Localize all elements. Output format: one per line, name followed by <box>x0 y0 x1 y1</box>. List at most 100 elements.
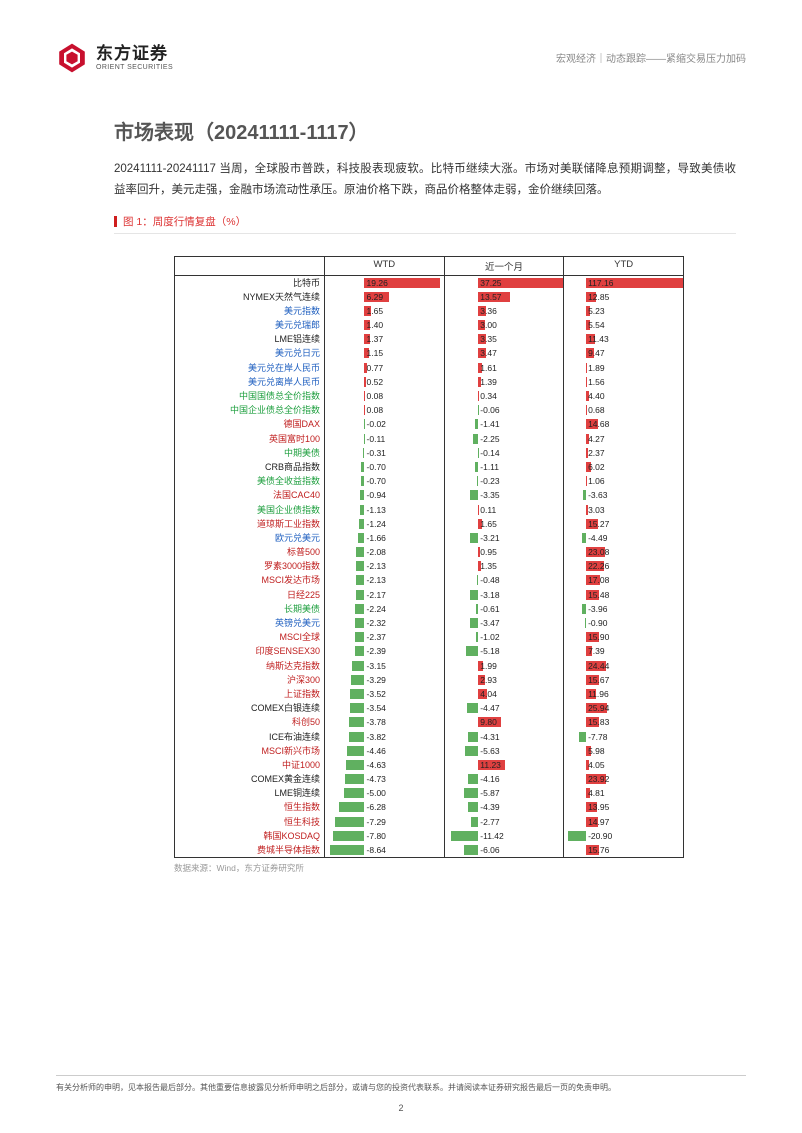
row-cell: -8.64 <box>325 843 445 857</box>
cell-value: 1.40 <box>367 318 384 332</box>
cell-value: 2.37 <box>588 446 605 460</box>
table-row: 道琼斯工业指数-1.241.6515.27 <box>175 517 683 531</box>
table-row: 中国企业债总全价指数0.08-0.060.68 <box>175 403 683 417</box>
logo-cn: 东方证券 <box>96 45 173 64</box>
cell-value: -1.66 <box>367 531 386 545</box>
row-label: 标普500 <box>175 545 325 559</box>
row-cell: -3.82 <box>325 730 445 744</box>
cell-value: -2.32 <box>367 616 386 630</box>
market-performance-table: WTD 近一个月 YTD 比特币19.2637.25117.16NYMEX天然气… <box>174 256 684 875</box>
row-cell: -4.73 <box>325 772 445 786</box>
row-cell: -1.41 <box>445 417 565 431</box>
cell-value: -4.49 <box>588 531 607 545</box>
row-label: MSCI新兴市场 <box>175 744 325 758</box>
table-row: ICE布油连续-3.82-4.31-7.78 <box>175 730 683 744</box>
cell-value: -0.94 <box>367 488 386 502</box>
row-cell: -0.06 <box>445 403 565 417</box>
cell-value: -1.11 <box>480 460 499 474</box>
row-label: MSCI发达市场 <box>175 573 325 587</box>
table-row: 美债全收益指数-0.70-0.231.06 <box>175 474 683 488</box>
row-cell: -4.46 <box>325 744 445 758</box>
row-label: 恒生科技 <box>175 815 325 829</box>
cell-value: -2.13 <box>367 559 386 573</box>
cell-value: -3.78 <box>367 715 386 729</box>
row-label: 纳斯达克指数 <box>175 659 325 673</box>
row-label: COMEX白银连续 <box>175 701 325 715</box>
row-label: LME铝连续 <box>175 332 325 346</box>
cell-value: 0.11 <box>480 503 496 517</box>
row-cell: -0.11 <box>325 432 445 446</box>
row-cell: 14.97 <box>564 815 683 829</box>
row-cell: 1.61 <box>445 361 565 375</box>
table-row: 上证指数-3.524.0411.96 <box>175 687 683 701</box>
row-cell: -3.35 <box>445 488 565 502</box>
cell-value: -4.63 <box>367 758 386 772</box>
row-cell: -6.28 <box>325 800 445 814</box>
row-label: MSCI全球 <box>175 630 325 644</box>
cell-value: 25.94 <box>588 701 609 715</box>
page-number: 2 <box>56 1103 746 1113</box>
cell-value: -3.15 <box>367 659 386 673</box>
cell-value: 15.48 <box>588 588 609 602</box>
table-row: 美元兑日元1.153.479.47 <box>175 346 683 360</box>
cell-value: 5.98 <box>588 744 605 758</box>
row-label: 恒生指数 <box>175 800 325 814</box>
cell-value: -2.77 <box>480 815 499 829</box>
row-cell: 117.16 <box>564 276 683 290</box>
row-label: 印度SENSEX30 <box>175 644 325 658</box>
cell-value: -2.08 <box>367 545 386 559</box>
table-row: LME铜连续-5.00-5.874.81 <box>175 786 683 800</box>
row-cell: 0.08 <box>325 403 445 417</box>
cell-value: 13.95 <box>588 800 609 814</box>
row-cell: -0.94 <box>325 488 445 502</box>
row-cell: -0.31 <box>325 446 445 460</box>
main-content: 市场表现（20241111-1117） 20241111-20241117 当周… <box>56 116 746 874</box>
row-cell: -2.77 <box>445 815 565 829</box>
separator: —— <box>646 54 666 65</box>
row-cell: 1.65 <box>445 517 565 531</box>
row-cell: 0.52 <box>325 375 445 389</box>
row-cell: 4.81 <box>564 786 683 800</box>
cell-value: 0.52 <box>367 375 384 389</box>
row-cell: -3.15 <box>325 659 445 673</box>
row-label: 美债全收益指数 <box>175 474 325 488</box>
row-cell: 9.80 <box>445 715 565 729</box>
row-cell: -2.39 <box>325 644 445 658</box>
row-cell: -1.11 <box>445 460 565 474</box>
cell-value: -0.31 <box>367 446 386 460</box>
cell-value: 4.40 <box>588 389 605 403</box>
row-cell: -4.16 <box>445 772 565 786</box>
cell-value: -2.39 <box>367 644 386 658</box>
cell-value: -0.11 <box>367 432 386 446</box>
cell-value: -6.28 <box>367 800 386 814</box>
cell-value: -2.24 <box>367 602 386 616</box>
row-label: COMEX黄金连续 <box>175 772 325 786</box>
table-row: 英镑兑美元-2.32-3.47-0.90 <box>175 616 683 630</box>
cell-value: 15.76 <box>588 843 609 857</box>
cell-value: 0.77 <box>367 361 384 375</box>
row-cell: -3.78 <box>325 715 445 729</box>
row-cell: -3.54 <box>325 701 445 715</box>
table-row: 费城半导体指数-8.64-6.0615.76 <box>175 843 683 857</box>
cell-value: -4.31 <box>480 730 499 744</box>
row-cell: 3.35 <box>445 332 565 346</box>
row-cell: -1.66 <box>325 531 445 545</box>
header-subcategory: 动态跟踪 <box>606 54 646 65</box>
row-cell: 1.35 <box>445 559 565 573</box>
logo-text: 东方证券 ORIENT SECURITIES <box>96 45 173 71</box>
row-label: 科创50 <box>175 715 325 729</box>
cell-value: -11.42 <box>480 829 503 843</box>
row-cell: -2.24 <box>325 602 445 616</box>
row-label: 英国富时100 <box>175 432 325 446</box>
row-cell: -5.87 <box>445 786 565 800</box>
table-row: MSCI发达市场-2.13-0.4817.08 <box>175 573 683 587</box>
row-cell: -0.70 <box>325 460 445 474</box>
cell-value: -5.63 <box>480 744 499 758</box>
cell-value: 17.08 <box>588 573 609 587</box>
cell-value: 5.23 <box>588 304 605 318</box>
row-cell: 37.25 <box>445 276 565 290</box>
cell-value: 1.65 <box>367 304 384 318</box>
row-label: 欧元兑美元 <box>175 531 325 545</box>
table-row: 美元兑瑞郎1.403.005.54 <box>175 318 683 332</box>
row-label: 罗素3000指数 <box>175 559 325 573</box>
